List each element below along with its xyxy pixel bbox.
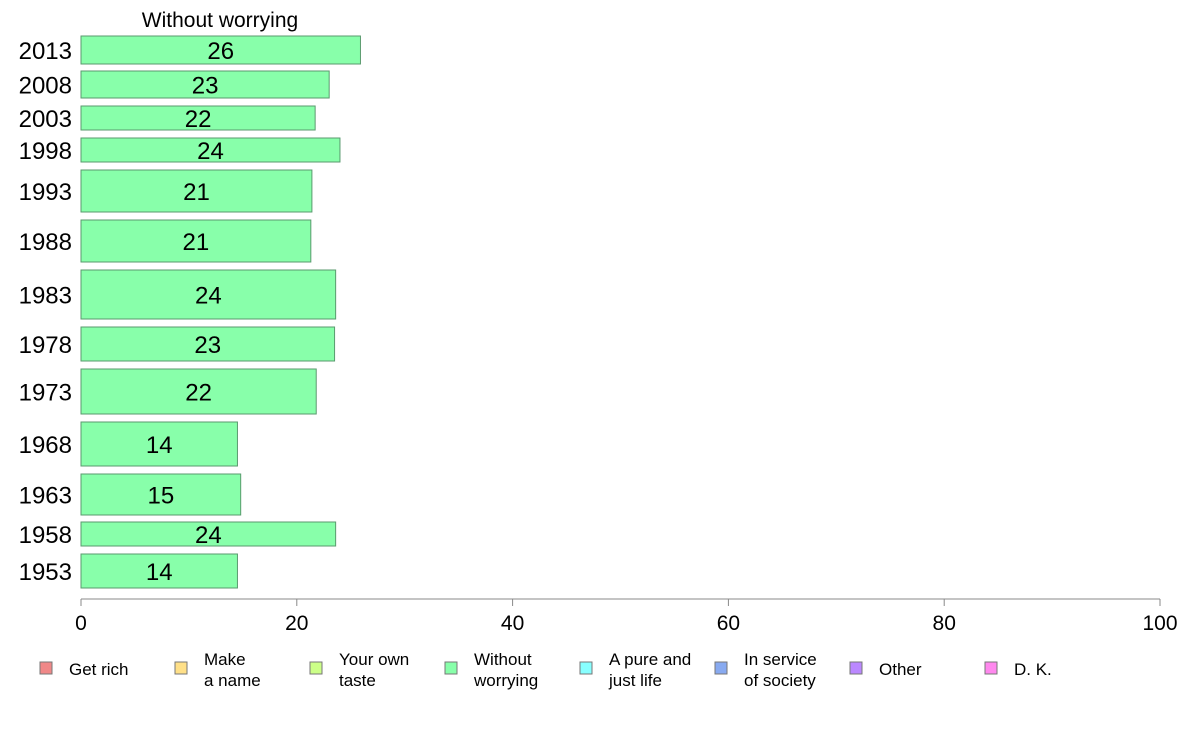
legend-label: Other xyxy=(879,660,922,679)
data-label-1968: 14 xyxy=(146,432,173,459)
y-tick-label-1973: 1973 xyxy=(19,380,72,407)
bar-1953 xyxy=(80,553,238,589)
bar-1973 xyxy=(80,368,317,415)
x-axis: 0 20 40 60 80 100 xyxy=(75,598,1178,635)
y-tick-label-1963: 1963 xyxy=(19,483,72,510)
legend-item: D. K. xyxy=(984,660,1052,679)
y-tick-label-1958: 1958 xyxy=(19,522,72,549)
legend-item: Get rich xyxy=(39,660,129,679)
data-label-1978: 23 xyxy=(194,332,221,359)
bar-2003 xyxy=(80,105,316,131)
x-tick-label-60: 60 xyxy=(717,612,740,635)
y-tick-label-1993: 1993 xyxy=(19,179,72,206)
data-label-1953: 14 xyxy=(146,559,173,586)
bar-1998 xyxy=(80,137,341,163)
x-tick-label-20: 20 xyxy=(285,612,308,635)
x-tick-label-40: 40 xyxy=(501,612,524,635)
bars-group: 2013 26 2008 23 2003 22 1998 24 1993 21 1988 21 1983… xyxy=(19,35,361,589)
bar-2008 xyxy=(80,70,330,99)
legend-label: Make a name xyxy=(204,650,261,690)
legend-item: Your own taste xyxy=(309,650,409,690)
chart-title: Without worrying xyxy=(142,9,298,32)
legend-swatch xyxy=(579,661,593,675)
y-tick-label-1998: 1998 xyxy=(19,138,72,165)
legend-label: Your own taste xyxy=(339,650,409,690)
legend-item: Other xyxy=(849,660,922,679)
y-tick-label-1978: 1978 xyxy=(19,332,72,359)
legend: Get rich Make a name Your own taste Without wo… xyxy=(39,650,1052,690)
y-tick-label-1988: 1988 xyxy=(19,229,72,256)
legend-label: In service of society xyxy=(744,650,817,690)
legend-item: Without worrying xyxy=(444,650,538,690)
legend-item: Make a name xyxy=(174,650,261,690)
legend-swatch xyxy=(444,661,458,675)
data-label-1998: 24 xyxy=(197,138,224,165)
legend-item: A pure and just life xyxy=(579,650,691,690)
data-label-1988: 21 xyxy=(183,229,210,256)
bar-1988 xyxy=(80,219,312,263)
legend-swatch xyxy=(984,661,998,675)
y-tick-label-2008: 2008 xyxy=(19,73,72,100)
y-tick-label-1968: 1968 xyxy=(19,432,72,459)
legend-label: D. K. xyxy=(1014,660,1052,679)
bar-2013 xyxy=(80,35,361,65)
y-tick-label-2013: 2013 xyxy=(19,38,72,65)
x-tick-label-0: 0 xyxy=(75,612,87,635)
legend-swatch xyxy=(714,661,728,675)
data-label-2003: 22 xyxy=(185,106,212,133)
y-tick-label-1983: 1983 xyxy=(19,283,72,310)
data-label-2013: 26 xyxy=(207,38,234,65)
y-tick-label-1953: 1953 xyxy=(19,559,72,586)
legend-label: Without worrying xyxy=(473,650,538,690)
legend-swatch xyxy=(39,661,53,675)
data-label-1983: 24 xyxy=(195,283,222,310)
x-tick-label-80: 80 xyxy=(933,612,956,635)
data-label-1993: 21 xyxy=(183,179,210,206)
data-label-1958: 24 xyxy=(195,522,222,549)
bar-1963 xyxy=(80,473,242,516)
bar-1978 xyxy=(80,326,336,362)
legend-swatch xyxy=(849,661,863,675)
legend-item: In service of society xyxy=(714,650,817,690)
legend-swatch xyxy=(309,661,323,675)
legend-swatch xyxy=(174,661,188,675)
y-tick-label-2003: 2003 xyxy=(19,106,72,133)
data-label-1963: 15 xyxy=(147,483,174,510)
data-label-2008: 23 xyxy=(192,73,219,100)
legend-label: Get rich xyxy=(69,660,129,679)
bar-1983 xyxy=(80,269,337,320)
bar-1968 xyxy=(80,421,238,467)
x-tick-label-100: 100 xyxy=(1142,612,1177,635)
bar-1958 xyxy=(80,521,337,547)
data-label-1973: 22 xyxy=(185,380,212,407)
bar-1993 xyxy=(80,169,313,213)
legend-label: A pure and just life xyxy=(608,650,691,690)
